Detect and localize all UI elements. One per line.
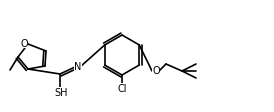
Text: O: O <box>152 65 160 75</box>
Text: N: N <box>74 61 82 71</box>
Text: O: O <box>20 39 28 49</box>
Text: SH: SH <box>54 87 68 97</box>
Text: Cl: Cl <box>117 83 127 93</box>
